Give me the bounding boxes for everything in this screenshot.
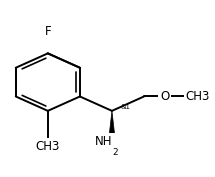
- Text: 2: 2: [112, 148, 118, 157]
- Polygon shape: [108, 111, 116, 148]
- Text: CH3: CH3: [36, 140, 60, 153]
- Text: F: F: [45, 25, 51, 38]
- Text: &1: &1: [120, 104, 131, 110]
- Text: O: O: [160, 90, 169, 103]
- Text: NH: NH: [94, 135, 112, 148]
- Text: F: F: [45, 25, 51, 38]
- Text: O: O: [160, 90, 169, 103]
- Text: CH3: CH3: [186, 90, 210, 103]
- Text: CH3: CH3: [186, 90, 210, 103]
- Text: NH2: NH2: [100, 135, 124, 148]
- Text: CH3: CH3: [36, 140, 60, 153]
